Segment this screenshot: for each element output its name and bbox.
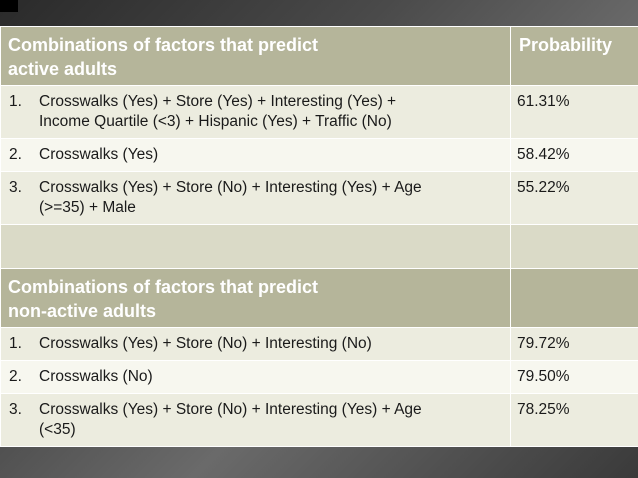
non-active-header: Combinations of factors that predict non…: [0, 268, 511, 328]
active-header-line-1: Combinations of factors that predict: [8, 35, 319, 55]
combination-line: (>=35) + Male: [39, 199, 136, 216]
combination-cell: 3. Crosswalks (Yes) + Store (No) + Inter…: [0, 171, 511, 225]
combination-line: Crosswalks (Yes) + Store (No) + Interest…: [39, 335, 372, 352]
non-active-header-line-1: Combinations of factors that predict: [8, 277, 319, 297]
table-row: 2. Crosswalks (No) 79.50%: [0, 360, 638, 394]
combination-cell: 2. Crosswalks (Yes): [0, 138, 511, 172]
combination-line: Income Quartile (<3) + Hispanic (Yes) + …: [39, 113, 392, 130]
row-number: 1.: [9, 93, 22, 110]
spacer-row: [0, 224, 638, 269]
spacer-cell: [510, 224, 638, 269]
probability-cell: 55.22%: [510, 171, 638, 225]
row-number: 3.: [9, 179, 22, 196]
probability-cell: 78.25%: [510, 393, 638, 447]
non-active-header-line-2: non-active adults: [8, 301, 157, 321]
combination-line: Crosswalks (No): [39, 368, 153, 385]
row-number: 3.: [9, 401, 22, 418]
row-number: 1.: [9, 335, 22, 352]
active-header: Combinations of factors that predict act…: [0, 26, 511, 86]
probability-cell: 79.72%: [510, 327, 638, 361]
factors-table: Combinations of factors that predict act…: [0, 26, 638, 447]
table-row: 3. Crosswalks (Yes) + Store (No) + Inter…: [0, 393, 638, 447]
corner-mark: [0, 0, 18, 12]
combination-line: (<35): [39, 421, 76, 438]
probability-cell: 61.31%: [510, 85, 638, 139]
combination-line: Crosswalks (Yes): [39, 146, 159, 163]
non-active-header-row: Combinations of factors that predict non…: [0, 268, 638, 328]
probability-cell: 79.50%: [510, 360, 638, 394]
combination-cell: 2. Crosswalks (No): [0, 360, 511, 394]
probability-header: Probability: [510, 26, 638, 86]
combination-line: Crosswalks (Yes) + Store (No) + Interest…: [39, 401, 422, 418]
table-row: 3. Crosswalks (Yes) + Store (No) + Inter…: [0, 171, 638, 225]
active-header-row: Combinations of factors that predict act…: [0, 26, 638, 86]
non-active-header-blank: [510, 268, 638, 328]
combination-cell: 1. Crosswalks (Yes) + Store (No) + Inter…: [0, 327, 511, 361]
table-row: 2. Crosswalks (Yes) 58.42%: [0, 138, 638, 172]
combination-cell: 3. Crosswalks (Yes) + Store (No) + Inter…: [0, 393, 511, 447]
table-row: 1. Crosswalks (Yes) + Store (Yes) + Inte…: [0, 85, 638, 139]
row-number: 2.: [9, 146, 22, 163]
row-number: 2.: [9, 368, 22, 385]
combination-cell: 1. Crosswalks (Yes) + Store (Yes) + Inte…: [0, 85, 511, 139]
active-header-line-2: active adults: [8, 59, 118, 79]
table-row: 1. Crosswalks (Yes) + Store (No) + Inter…: [0, 327, 638, 361]
combination-line: Crosswalks (Yes) + Store (No) + Interest…: [39, 179, 422, 196]
combination-line: Crosswalks (Yes) + Store (Yes) + Interes…: [39, 93, 397, 110]
spacer-cell: [0, 224, 511, 269]
probability-cell: 58.42%: [510, 138, 638, 172]
